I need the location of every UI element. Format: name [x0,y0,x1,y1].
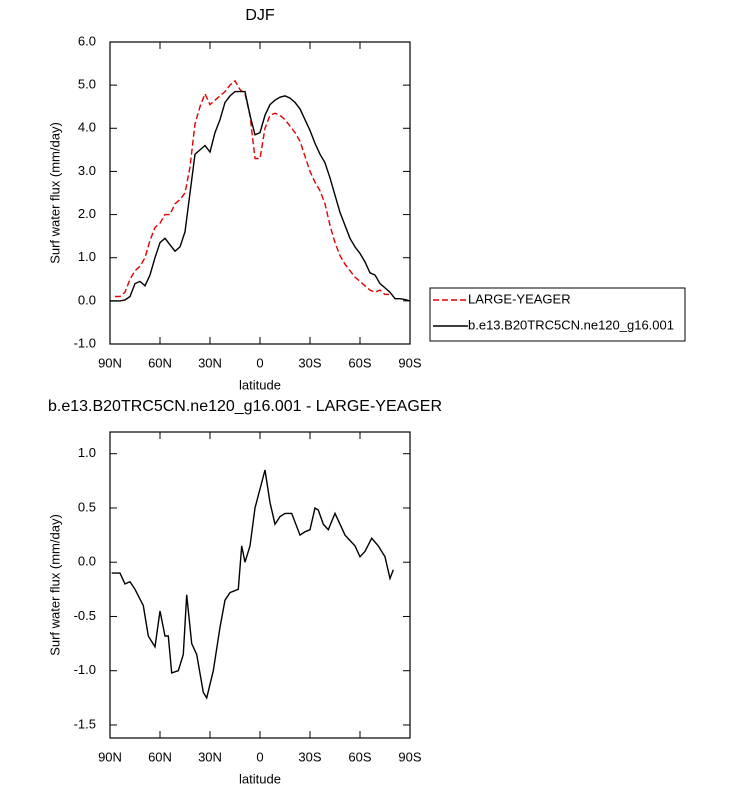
x-tick-label: 90N [98,355,122,370]
y-tick-label: 1.0 [78,445,96,460]
y-tick-label: 2.0 [78,206,96,221]
y-tick-label: 0.5 [78,499,96,514]
x-tick-label: 30N [198,355,222,370]
x-tick-label: 30S [298,749,321,764]
y-tick-label: 0.0 [78,554,96,569]
x-tick-label: 0 [256,749,263,764]
plot-frame [109,41,411,345]
x-tick-label: 0 [256,355,263,370]
x-tick-label: 60N [148,749,172,764]
legend-label: b.e13.B20TRC5CN.ne120_g16.001 [468,317,674,332]
x-tick-label: 90S [398,355,421,370]
chart-title: DJF [245,7,275,24]
y-tick-label: -1.5 [74,716,96,731]
x-tick-label: 90N [98,749,122,764]
data-line [111,469,394,700]
y-tick-label: 1.0 [78,249,96,264]
y-tick-label: 5.0 [78,77,96,92]
y-axis-label: Surf water flux (mm/day) [47,122,62,264]
legend-box [429,287,686,342]
y-tick-label: -0.5 [74,608,96,623]
x-tick-label: 60N [148,355,172,370]
x-tick-label: 90S [398,749,421,764]
y-tick-label: -1.0 [74,335,96,350]
x-tick-label: 30N [198,749,222,764]
y-tick-label: 0.0 [78,292,96,307]
plot-frame [109,431,411,739]
x-axis-label: latitude [239,771,281,786]
data-line [110,90,411,302]
data-line [115,79,390,298]
x-axis-label: latitude [239,377,281,392]
y-tick-label: -1.0 [74,662,96,677]
y-tick-label: 4.0 [78,120,96,135]
chart-title: b.e13.B20TRC5CN.ne120_g16.001 - LARGE-YE… [48,398,442,415]
legend-label: LARGE-YEAGER [468,291,571,306]
y-axis-label: Surf water flux (mm/day) [47,514,62,656]
x-tick-label: 30S [298,355,321,370]
x-tick-label: 60S [348,749,371,764]
x-tick-label: 60S [348,355,371,370]
y-tick-label: 3.0 [78,163,96,178]
y-tick-label: 6.0 [78,33,96,48]
